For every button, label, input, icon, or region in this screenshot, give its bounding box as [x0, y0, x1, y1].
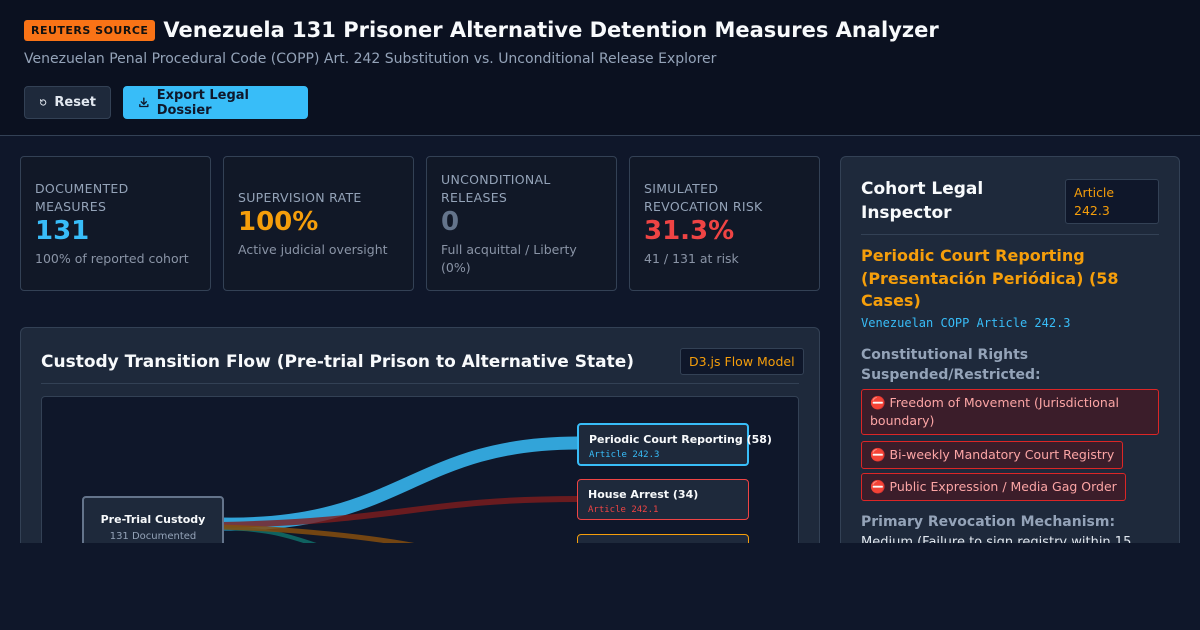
target-node-periodic[interactable]: Periodic Court Reporting (58) Article 24…	[577, 423, 772, 466]
target-node-label: Periodic Court Reporting (58)	[589, 433, 772, 446]
stat-value: 31.3%	[644, 215, 735, 246]
page-background	[0, 543, 1200, 630]
stat-sub: Full acquittal / Liberty (0%)	[441, 241, 577, 275]
page-title: Venezuela 131 Prisoner Alternative Deten…	[163, 18, 939, 42]
stat-label: UNCONDITIONAL RELEASES	[441, 171, 551, 205]
source-node-label: Pre-Trial Custody	[100, 513, 206, 526]
target-node-house-arrest[interactable]: House Arrest (34) Article 242.1	[577, 479, 749, 520]
stat-sub: Active judicial oversight	[238, 241, 388, 257]
reset-icon	[40, 99, 47, 106]
reset-button[interactable]: Reset	[24, 86, 111, 119]
stat-label: SIMULATED REVOCATION RISK	[644, 180, 763, 214]
stat-value: 131	[35, 215, 90, 246]
right-chip: ⛔ Public Expression / Media Gag Order	[861, 473, 1126, 501]
stat-card-unconditional: UNCONDITIONAL RELEASES 0 Full acquittal …	[426, 156, 617, 291]
target-node-article: Article 242.1	[588, 505, 659, 515]
mechanism-section-label: Primary Revocation Mechanism:	[861, 514, 1116, 530]
right-chip: ⛔ Freedom of Movement (Jurisdictional bo…	[861, 389, 1159, 435]
export-label: Export Legal Dossier	[156, 87, 249, 118]
measure-title: Periodic Court Reporting (Presentación P…	[861, 246, 1119, 310]
flow-title: Custody Transition Flow (Pre-trial Priso…	[41, 352, 635, 372]
stat-card-revocation: SIMULATED REVOCATION RISK 31.3% 41 / 131…	[629, 156, 820, 291]
flow-model-tag: D3.js Flow Model	[680, 348, 804, 375]
stat-label: DOCUMENTED MEASURES	[35, 180, 129, 214]
inspector-title: Cohort Legal Inspector	[861, 179, 984, 223]
divider	[861, 234, 1159, 235]
stat-value: 100%	[238, 206, 319, 237]
stat-card-supervision: SUPERVISION RATE 100% Active judicial ov…	[223, 156, 414, 291]
stat-card-documented: DOCUMENTED MEASURES 131 100% of reported…	[20, 156, 211, 291]
reset-label: Reset	[54, 95, 96, 110]
inspector-article-tag: Article 242.3	[1065, 179, 1159, 224]
flow-link-house-arrest	[221, 496, 579, 528]
divider	[41, 383, 799, 384]
measure-article: Venezuelan COPP Article 242.3	[861, 316, 1071, 330]
page-subtitle: Venezuelan Penal Procedural Code (COPP) …	[24, 51, 717, 67]
target-node-article: Article 242.3	[589, 450, 660, 460]
title-row: REUTERS SOURCE Venezuela 131 Prisoner Al…	[24, 18, 939, 42]
right-chip: ⛔ Bi-weekly Mandatory Court Registry	[861, 441, 1124, 469]
target-node-label: House Arrest (34)	[588, 488, 699, 501]
rights-section-label: Constitutional Rights Suspended/Restrict…	[861, 347, 1041, 383]
stat-label: SUPERVISION RATE	[238, 189, 362, 205]
legal-inspector-panel: Cohort Legal Inspector Article 242.3 Per…	[840, 156, 1180, 586]
source-badge: REUTERS SOURCE	[24, 19, 156, 41]
stat-sub: 100% of reported cohort	[35, 250, 189, 266]
stat-value: 0	[441, 206, 460, 237]
stat-sub: 41 / 131 at risk	[644, 250, 739, 266]
source-node-sub: 131 Documented	[109, 531, 197, 542]
download-icon	[139, 97, 149, 108]
export-dossier-button[interactable]: Export Legal Dossier	[123, 86, 308, 119]
app-header: REUTERS SOURCE Venezuela 131 Prisoner Al…	[0, 0, 1200, 136]
